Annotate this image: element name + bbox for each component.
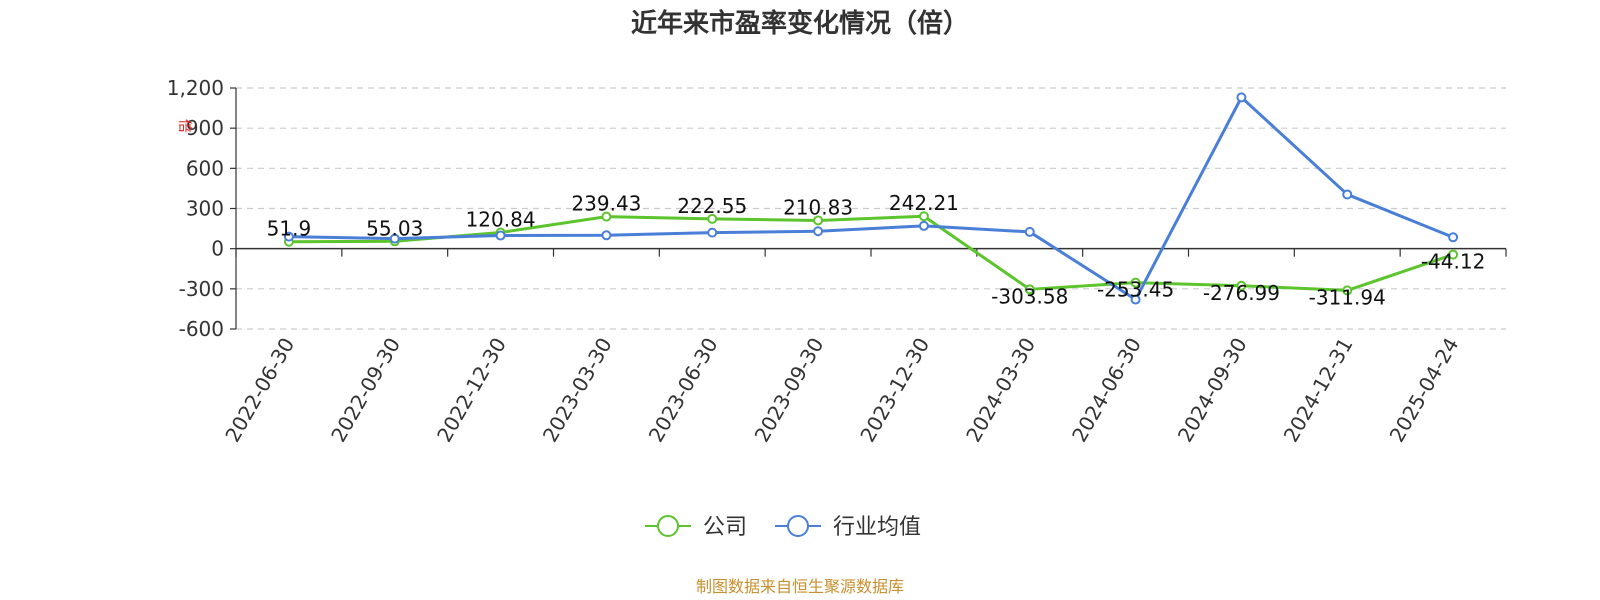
data-point[interactable] bbox=[1130, 294, 1141, 305]
data-point[interactable] bbox=[283, 231, 294, 242]
legend-marker[interactable] bbox=[787, 515, 809, 537]
y-tick-label: 300 bbox=[186, 197, 224, 221]
x-tick-label: 2022-09-30 bbox=[326, 334, 405, 447]
data-label: 120.84 bbox=[466, 207, 536, 231]
data-point[interactable] bbox=[1236, 92, 1247, 103]
data-point[interactable] bbox=[1448, 249, 1459, 260]
data-point[interactable] bbox=[1342, 189, 1353, 200]
y-tick-label: 900 bbox=[186, 116, 224, 140]
data-label: 222.55 bbox=[677, 194, 747, 218]
data-point[interactable] bbox=[918, 211, 929, 222]
data-point[interactable] bbox=[918, 220, 929, 231]
data-label: -276.99 bbox=[1203, 281, 1280, 305]
data-point[interactable] bbox=[1448, 232, 1459, 243]
x-tick-label: 2024-12-31 bbox=[1279, 334, 1358, 447]
y-tick-label: -300 bbox=[179, 277, 224, 301]
legend-label[interactable]: 行业均值 bbox=[833, 515, 921, 540]
data-point[interactable] bbox=[707, 213, 718, 224]
y-axis: -600 -300 0 300 600 900 1,200 bbox=[167, 76, 237, 341]
data-point[interactable] bbox=[1024, 284, 1035, 295]
data-point[interactable] bbox=[813, 215, 824, 226]
x-tick-label: 2023-12-30 bbox=[855, 334, 934, 447]
data-point[interactable] bbox=[1236, 280, 1247, 291]
data-point[interactable] bbox=[601, 230, 612, 241]
data-point[interactable] bbox=[1130, 277, 1141, 288]
y-tick-label: -600 bbox=[179, 317, 224, 341]
data-label: 55.03 bbox=[366, 216, 423, 240]
data-label: 51.9 bbox=[267, 217, 312, 241]
series-line-0 bbox=[288, 214, 1454, 292]
x-tick-label: 2024-06-30 bbox=[1067, 334, 1146, 447]
chart-title: 近年来市盈率变化情况（倍） bbox=[631, 8, 969, 39]
x-tick-label: 2022-06-30 bbox=[220, 334, 299, 447]
x-tick-label: 2022-12-30 bbox=[432, 334, 511, 447]
data-label: 210.83 bbox=[783, 195, 853, 219]
y-tick-label: 0 bbox=[211, 237, 224, 261]
data-label: -311.94 bbox=[1309, 285, 1386, 309]
x-tick-label: 2024-03-30 bbox=[961, 334, 1040, 447]
data-point[interactable] bbox=[1342, 285, 1353, 296]
data-label: -253.45 bbox=[1097, 278, 1174, 302]
data-label: 242.21 bbox=[889, 191, 959, 215]
series-line-1 bbox=[288, 95, 1454, 302]
x-tick-label: 2023-06-30 bbox=[644, 334, 723, 447]
y-tick-label: 600 bbox=[186, 156, 224, 180]
legend[interactable]: 公司 行业均值 bbox=[645, 515, 921, 540]
data-point[interactable] bbox=[389, 233, 400, 244]
data-labels: 51.9 55.03 120.84 239.43 222.55 210.83 242.21 -… bbox=[267, 191, 1486, 309]
data-label: -44.12 bbox=[1421, 250, 1485, 274]
data-point[interactable] bbox=[1024, 226, 1035, 237]
data-label: -303.58 bbox=[991, 284, 1068, 308]
data-point[interactable] bbox=[707, 227, 718, 238]
data-point[interactable] bbox=[495, 230, 506, 241]
x-tick-label: 2024-09-30 bbox=[1173, 334, 1252, 447]
series-layer bbox=[283, 92, 1459, 305]
y-axis-unit: 倍 bbox=[176, 119, 192, 133]
x-tick-label: 2025-04-24 bbox=[1385, 334, 1464, 447]
data-point[interactable] bbox=[601, 211, 612, 222]
data-label: 239.43 bbox=[571, 192, 641, 216]
legend-marker[interactable] bbox=[657, 515, 679, 537]
legend-label[interactable]: 公司 bbox=[703, 515, 747, 540]
y-tick-label: 1,200 bbox=[167, 76, 224, 100]
x-tick-label: 2023-09-30 bbox=[750, 334, 829, 447]
data-point[interactable] bbox=[813, 226, 824, 237]
x-axis: 2022-06-30 2022-09-30 2022-12-30 2023-03-30… bbox=[220, 247, 1507, 447]
source-note: 制图数据来自恒生聚源数据库 bbox=[696, 577, 904, 596]
x-tick-label: 2023-03-30 bbox=[538, 334, 617, 447]
